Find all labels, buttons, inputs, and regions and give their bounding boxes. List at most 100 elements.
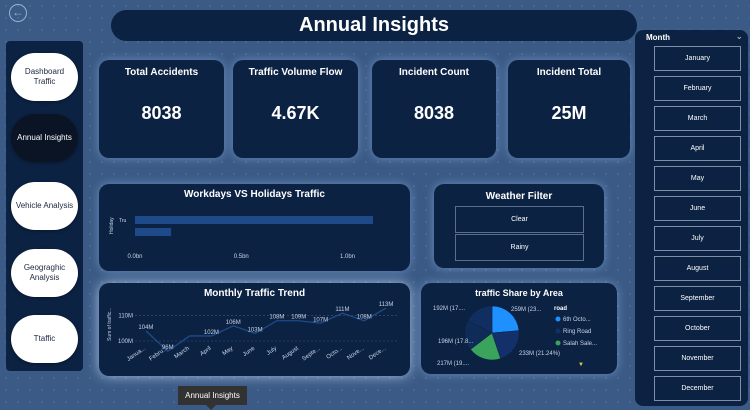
traffic-share-by-area-card: traffic Share by Area 259M (23... 233M (2…: [421, 283, 617, 374]
month-slicer: Month ⌄ January February March April May June…: [635, 30, 748, 406]
x-tick-label: 0.0bn: [127, 254, 142, 260]
data-label: 113M: [379, 302, 394, 308]
bar-chart: Holiday Tru 0.0bn 0.5bn 1.0bn: [109, 216, 373, 260]
nav-traffic-button[interactable]: Ttaffic: [11, 315, 78, 363]
legend-label: Salah Sale...: [563, 341, 597, 347]
y-axis-label: Sum of traffic...: [107, 307, 113, 341]
nav-annual-insights-button[interactable]: Annual Insights: [11, 114, 78, 162]
kpi-title: Incident Total: [536, 67, 602, 78]
bar: [135, 228, 172, 236]
category-label: Tru: [119, 218, 127, 224]
kpi-card-incident-count: Incident Count 8038: [372, 60, 496, 158]
x-tick-label: May: [222, 346, 235, 357]
data-label: 111M: [335, 307, 349, 313]
slice-label: 196M (17.8...: [438, 339, 474, 345]
chevron-down-icon[interactable]: ⌄: [735, 31, 743, 41]
x-tick-label: Septe...: [301, 346, 322, 363]
data-label: 108M: [269, 315, 284, 321]
x-tick-label: 1.0bn: [340, 254, 355, 260]
data-label: 96M: [162, 345, 174, 351]
weather-rainy-button[interactable]: Rainy: [455, 234, 584, 261]
back-arrow-icon[interactable]: ←: [9, 4, 27, 22]
page-title: Annual Insights: [111, 10, 637, 41]
data-label: 102M: [204, 330, 219, 336]
kpi-value: 8038: [141, 103, 182, 123]
weather-clear-button[interactable]: Clear: [455, 206, 584, 233]
weather-filter-title: Weather Filter: [485, 191, 553, 202]
month-option[interactable]: September: [654, 286, 741, 311]
nav-vehicle-analysis-button[interactable]: Vehicle Analysis: [11, 182, 78, 230]
legend-swatch: [555, 328, 561, 334]
month-option[interactable]: February: [654, 76, 741, 101]
chart-title: traffic Share by Area: [475, 288, 563, 298]
nav-geographic-analysis-button[interactable]: Geograghic Analysis: [11, 249, 78, 297]
legend-title: road: [554, 306, 567, 312]
weather-filter-card: Weather Filter Clear Rainy: [434, 184, 604, 268]
workdays-holidays-chart-card: Workdays VS Holidays Traffic Holiday Tru 0…: [99, 184, 410, 271]
month-option[interactable]: October: [654, 316, 741, 341]
legend-swatch: [555, 316, 561, 322]
tooltip-arrow: [206, 405, 216, 410]
legend-scroll-icon: ▼: [578, 362, 584, 368]
month-option[interactable]: December: [654, 376, 741, 401]
y-tick-label: 100M: [118, 339, 133, 345]
chart-title: Workdays VS Holidays Traffic: [184, 189, 325, 200]
kpi-title: Incident Count: [399, 67, 469, 78]
month-option[interactable]: May: [654, 166, 741, 191]
kpi-value: 8038: [413, 103, 455, 123]
slicer-header: Month: [646, 33, 670, 42]
x-tick-label: Janua...: [126, 346, 147, 363]
month-option[interactable]: November: [654, 346, 741, 371]
slice-label: 192M (17....: [433, 306, 465, 312]
y-axis-label: Holiday: [109, 217, 115, 234]
month-option[interactable]: July: [654, 226, 741, 251]
data-label: 106M: [226, 320, 241, 326]
x-tick-label: August: [281, 346, 300, 362]
legend-label: 6th Octo...: [563, 317, 591, 323]
slice-label: 233M (21.24%): [519, 351, 560, 357]
x-tick-label: Octo...: [326, 346, 344, 361]
nav-dashboard-traffic-button[interactable]: Dashboard Traffic: [11, 53, 78, 101]
month-option[interactable]: March: [654, 106, 741, 131]
pie-slice: [467, 305, 493, 334]
kpi-title: Total Accidents: [124, 67, 199, 78]
month-option[interactable]: June: [654, 196, 741, 221]
line-chart: Sum of traffic... 100M 110M 104M 96M 102M 106M…: [107, 302, 397, 363]
pie-slice: [491, 330, 520, 359]
slice-label: 217M (19....: [437, 361, 469, 367]
month-option[interactable]: August: [654, 256, 741, 281]
kpi-card-traffic-volume-flow: Traffic Volume Flow 4.67K: [233, 60, 358, 158]
x-tick-label: 0.5bn: [234, 254, 249, 260]
x-tick-label: June: [242, 345, 257, 358]
x-tick-label: April: [199, 346, 212, 358]
x-tick-label: Febru...: [149, 346, 170, 363]
x-tick-label: July: [266, 346, 278, 357]
trend-line: [145, 307, 387, 352]
month-option[interactable]: January: [654, 46, 741, 71]
slice-label: 259M (23...: [511, 307, 542, 313]
data-label: 104M: [138, 325, 153, 331]
pie-chart: 259M (23... 233M (21.24%) 217M (19.... 196M…: [433, 305, 597, 368]
data-label: 103M: [248, 327, 263, 333]
data-label: 108M: [357, 315, 372, 321]
monthly-traffic-trend-card: Monthly Traffic Trend Sum of traffic... 1…: [99, 283, 410, 376]
month-option[interactable]: April: [654, 136, 741, 161]
x-tick-label: March: [174, 346, 191, 360]
y-tick-label: 110M: [118, 314, 133, 320]
legend-label: Ring Road: [563, 329, 591, 335]
legend-swatch: [555, 340, 561, 346]
kpi-card-incident-total: Incident Total 25M: [508, 60, 630, 158]
nav-panel: Dashboard Traffic Annual Insights Vehicl…: [6, 41, 83, 371]
kpi-value: 25M: [551, 103, 587, 123]
data-label: 109M: [291, 315, 306, 321]
pie-slice: [491, 305, 520, 334]
data-label: 107M: [313, 317, 328, 323]
chart-title: Monthly Traffic Trend: [203, 288, 306, 299]
x-tick-label: Nove...: [346, 346, 365, 362]
kpi-title: Traffic Volume Flow: [248, 67, 343, 78]
kpi-value: 4.67K: [271, 103, 320, 123]
kpi-card-total-accidents: Total Accidents 8038: [99, 60, 224, 158]
bar: [135, 216, 373, 224]
tooltip: Annual Insights: [178, 386, 247, 405]
x-tick-label: Dece...: [368, 346, 387, 362]
